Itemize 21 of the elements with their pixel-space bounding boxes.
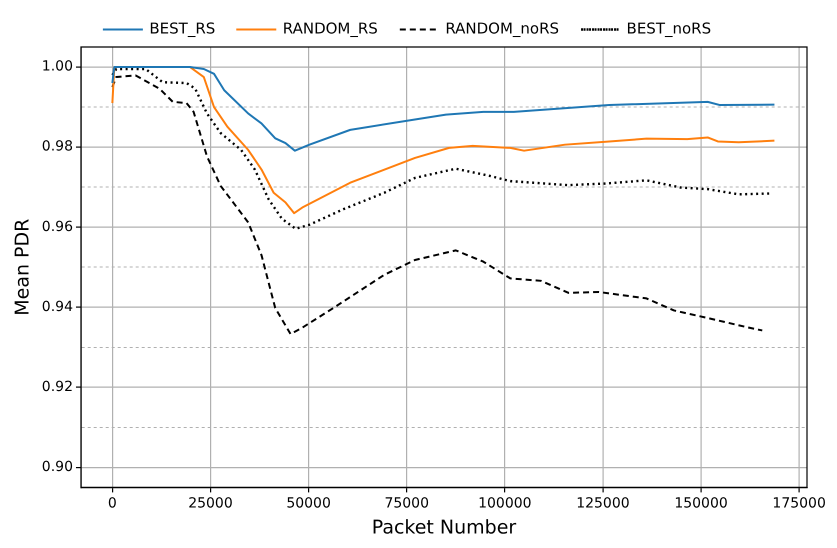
legend-label: RANDOM_RS (282, 19, 378, 38)
y-tick-label: 0.90 (42, 459, 73, 476)
y-tick-label: 0.96 (42, 218, 74, 235)
x-tick-label: 75000 (384, 495, 429, 512)
x-tick-label: 125000 (576, 495, 630, 512)
x-tick-label: 0 (108, 495, 117, 512)
y-axis-title: Mean PDR (11, 218, 34, 316)
legend-label: BEST_noRS (626, 19, 712, 38)
legend-label: BEST_RS (149, 19, 216, 38)
x-tick-label: 150000 (674, 495, 728, 512)
y-tick-label: 1.00 (42, 58, 73, 75)
x-tick-label: 100000 (478, 495, 532, 512)
legend-label: RANDOM_noRS (445, 19, 560, 38)
y-tick-label: 0.98 (42, 138, 73, 155)
x-tick-label: 50000 (286, 495, 331, 512)
x-tick-label: 25000 (188, 495, 233, 512)
y-tick-label: 0.94 (42, 298, 74, 315)
x-tick-label: 175000 (772, 495, 826, 512)
y-tick-label: 0.92 (42, 378, 73, 395)
line-series (111, 74, 764, 336)
x-axis-title: Packet Number (372, 516, 516, 539)
